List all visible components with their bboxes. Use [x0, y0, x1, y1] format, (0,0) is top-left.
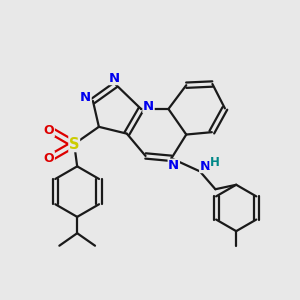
Text: H: H: [210, 156, 220, 169]
Text: O: O: [44, 124, 54, 136]
Text: N: N: [80, 92, 91, 104]
Text: N: N: [200, 160, 211, 172]
Text: S: S: [69, 136, 80, 152]
Text: N: N: [109, 72, 120, 85]
Text: N: N: [168, 159, 179, 172]
Text: O: O: [44, 152, 54, 164]
Text: N: N: [143, 100, 154, 112]
